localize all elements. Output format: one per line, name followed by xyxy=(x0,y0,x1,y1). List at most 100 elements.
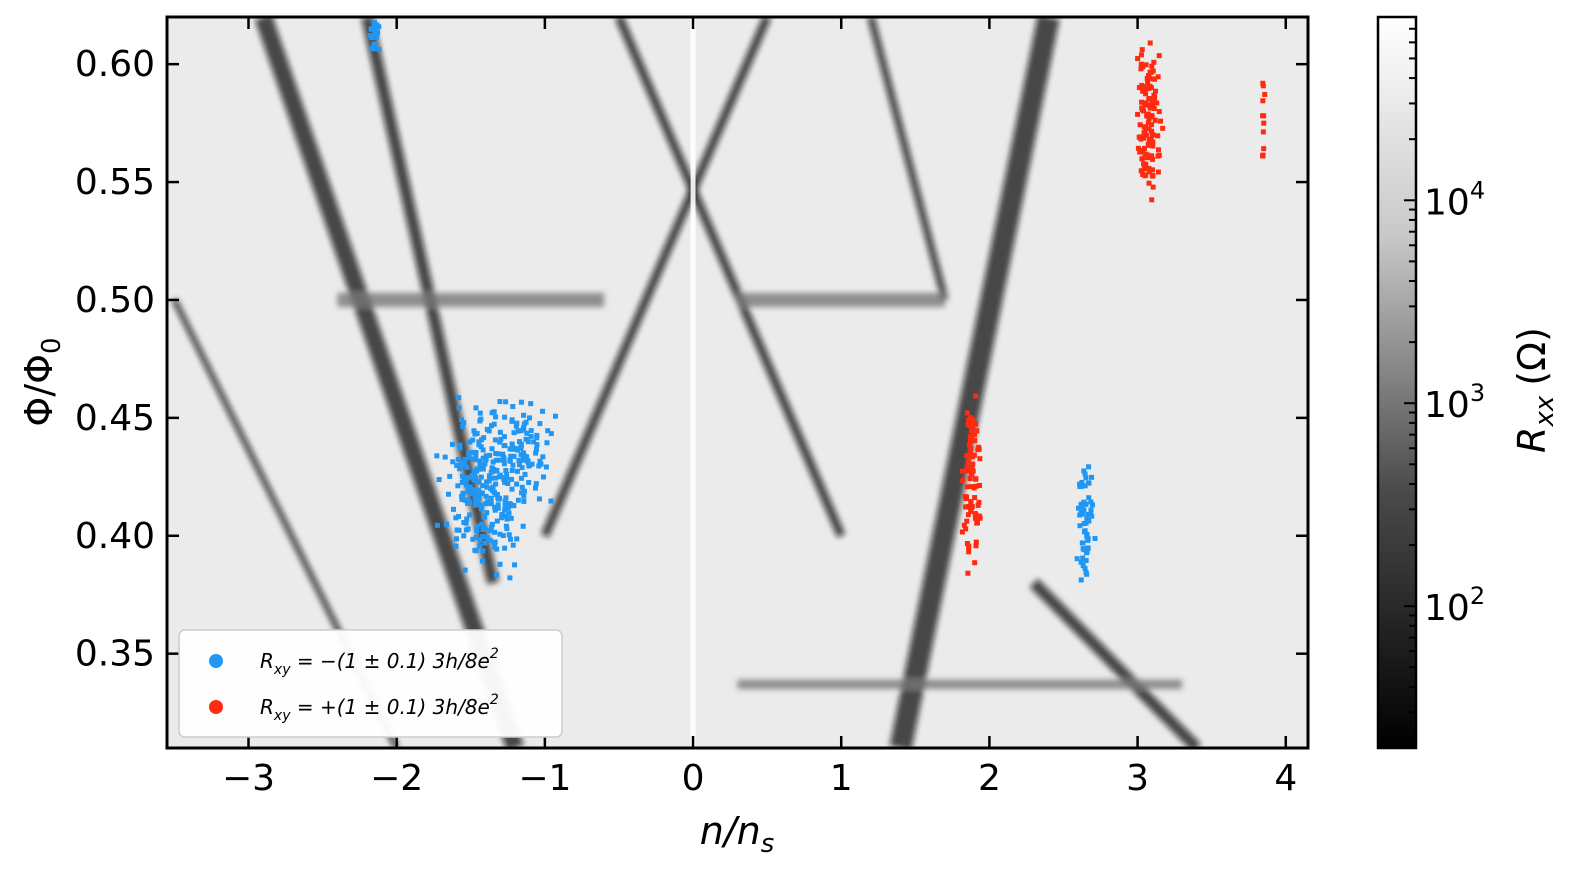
rxy-point xyxy=(548,498,554,504)
rxy-point xyxy=(454,462,460,468)
rxy-point xyxy=(1150,184,1156,190)
rxy-point xyxy=(521,493,527,499)
rxy-point xyxy=(965,512,971,518)
rxy-point xyxy=(473,534,479,540)
rxy-point xyxy=(975,502,981,508)
rxy-point xyxy=(529,461,535,467)
rxy-point xyxy=(534,435,540,441)
rxy-point xyxy=(515,497,521,503)
rxy-point xyxy=(374,34,380,40)
rxy-point xyxy=(1147,40,1153,46)
rxy-point xyxy=(1092,535,1098,541)
x-tick-label: −1 xyxy=(518,758,571,799)
rxy-point xyxy=(1083,475,1089,481)
rxy-point xyxy=(478,506,484,512)
legend-entry: Rxy = −(1 ± 0.1) 3h/8e2 xyxy=(209,646,499,678)
rxy-point xyxy=(973,393,979,399)
rxy-point xyxy=(1260,98,1266,104)
rxy-point xyxy=(964,410,970,416)
rxy-point xyxy=(443,521,449,527)
rxy-point xyxy=(459,473,465,479)
rxy-point xyxy=(1080,540,1086,546)
rxy-point xyxy=(1160,125,1166,131)
rxy-point xyxy=(1146,85,1152,91)
rxy-point xyxy=(1151,92,1157,98)
rxy-point xyxy=(501,454,507,460)
rxy-point xyxy=(1077,512,1083,518)
legend-entry: Rxy = +(1 ± 0.1) 3h/8e2 xyxy=(209,692,499,724)
rxy-point xyxy=(1150,167,1156,173)
rxy-point xyxy=(479,521,485,527)
x-tick-label: 3 xyxy=(1126,758,1149,799)
rxy-point xyxy=(372,31,378,37)
rxy-point xyxy=(453,543,459,549)
colorbar: 102 103 104 Rxx(Ω) xyxy=(1376,15,1560,750)
rxy-series-0 xyxy=(367,20,1098,583)
rxy-point xyxy=(471,487,477,493)
rxy-point xyxy=(962,493,968,499)
rxy-point xyxy=(456,513,462,519)
rxy-point xyxy=(486,473,492,479)
rxy-point xyxy=(1143,100,1149,106)
rxy-scatter-layer xyxy=(367,20,1268,583)
rxy-point xyxy=(1146,116,1152,122)
rxy-point xyxy=(478,463,484,469)
rxy-point xyxy=(516,439,522,445)
rxy-point xyxy=(507,458,513,464)
rxy-point xyxy=(502,414,508,420)
rxy-point xyxy=(548,431,554,437)
rxy-point xyxy=(510,404,516,410)
rxy-point xyxy=(967,434,973,440)
rxy-point xyxy=(482,540,488,546)
rxy-point xyxy=(450,459,456,465)
rxy-point xyxy=(973,476,979,482)
rxy-point xyxy=(1148,85,1154,91)
rxy-point xyxy=(461,520,467,526)
rxy-point xyxy=(492,507,498,513)
rxy-point xyxy=(520,457,526,463)
rxy-point xyxy=(510,462,516,468)
rxy-point xyxy=(514,481,520,487)
rxy-point xyxy=(457,466,463,472)
rxx-dark-line xyxy=(1029,578,1202,748)
rxy-point xyxy=(520,450,526,456)
rxy-point xyxy=(449,441,455,447)
rxy-point xyxy=(464,516,470,522)
rxy-point xyxy=(1082,471,1088,477)
y-tick-label: 0.40 xyxy=(75,516,155,557)
rxy-point xyxy=(968,438,974,444)
rxy-point xyxy=(1152,76,1158,82)
rxx-heatmap xyxy=(167,17,1308,748)
rxy-point xyxy=(963,504,969,510)
rxy-point xyxy=(472,431,478,437)
rxy-point xyxy=(1152,88,1158,94)
rxy-point xyxy=(447,473,453,479)
rxy-point xyxy=(508,453,514,459)
rxy-point xyxy=(1083,557,1089,563)
rxy-point xyxy=(973,420,979,426)
rxy-point xyxy=(973,483,979,489)
rxy-point xyxy=(493,492,499,498)
rxy-point xyxy=(484,426,490,432)
rxy-point xyxy=(965,467,971,473)
rxy-point xyxy=(494,572,500,578)
rxy-point xyxy=(487,528,493,534)
rxy-point xyxy=(1139,105,1145,111)
rxy-point xyxy=(480,447,486,453)
rxy-point xyxy=(514,420,520,426)
rxy-point xyxy=(1140,171,1146,177)
rxy-point xyxy=(1077,523,1083,529)
rxy-point xyxy=(966,503,972,509)
rxy-point xyxy=(1089,474,1095,480)
rxy-point xyxy=(972,438,978,444)
rxy-point xyxy=(521,412,527,418)
rxy-point xyxy=(1260,80,1266,86)
rxy-point xyxy=(492,504,498,510)
rxy-point xyxy=(1145,80,1151,86)
rxy-point xyxy=(478,444,484,450)
rxy-point xyxy=(974,520,980,526)
rxy-point xyxy=(495,502,501,508)
rxy-point xyxy=(966,417,972,423)
rxy-point xyxy=(490,488,496,494)
